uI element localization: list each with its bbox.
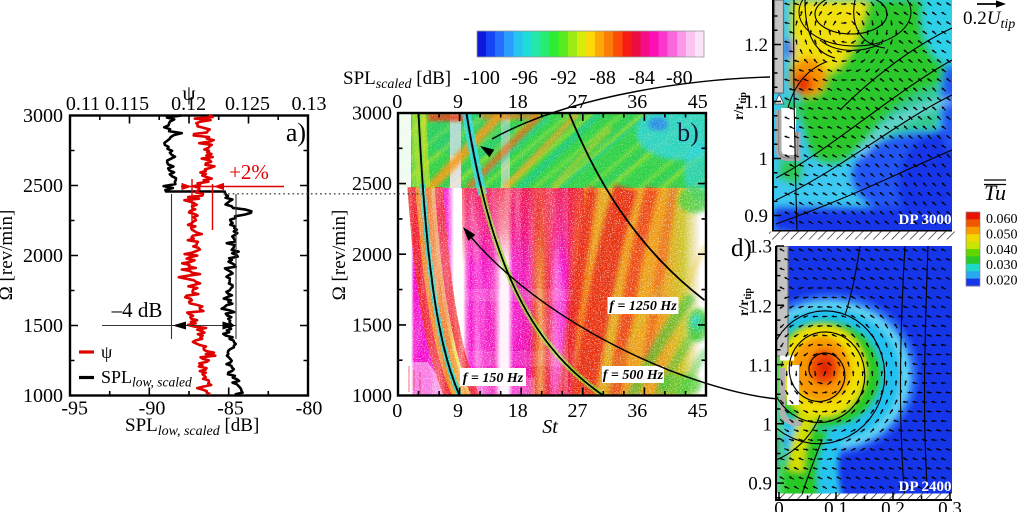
svg-text:9: 9 <box>453 91 463 113</box>
svg-text:1500: 1500 <box>23 315 63 337</box>
svg-text:1.3: 1.3 <box>748 237 772 258</box>
svg-text:f = 1250 Hz: f = 1250 Hz <box>609 299 677 314</box>
svg-text:-92: -92 <box>550 67 577 89</box>
svg-text:f = 500 Hz: f = 500 Hz <box>603 368 664 383</box>
svg-text:0.1: 0.1 <box>824 499 848 512</box>
svg-text:+2%: +2% <box>229 160 269 184</box>
svg-text:1: 1 <box>759 149 769 170</box>
svg-text:2000: 2000 <box>23 245 63 267</box>
svg-text:3000: 3000 <box>352 103 392 125</box>
svg-text:0.2Utip: 0.2Utip <box>963 8 1015 32</box>
svg-text:Ω [rev/min]: Ω [rev/min] <box>329 210 350 301</box>
svg-text:St: St <box>542 416 558 438</box>
svg-text:0: 0 <box>392 400 402 422</box>
svg-text:45: 45 <box>688 400 708 422</box>
svg-text:1.1: 1.1 <box>748 356 772 377</box>
svg-text:1000: 1000 <box>352 385 392 407</box>
svg-text:1.1: 1.1 <box>744 92 768 113</box>
svg-text:9: 9 <box>453 400 463 422</box>
svg-text:36: 36 <box>627 400 647 422</box>
svg-text:-90: -90 <box>139 398 166 420</box>
svg-text:0.9: 0.9 <box>744 206 768 227</box>
svg-text:b): b) <box>677 118 699 147</box>
svg-text:Ω [rev/min]: Ω [rev/min] <box>0 210 17 301</box>
svg-text:0.2: 0.2 <box>881 499 905 512</box>
svg-text:Tu: Tu <box>984 180 1006 205</box>
svg-text:0.9: 0.9 <box>748 474 772 495</box>
svg-text:DP 2400: DP 2400 <box>899 479 952 495</box>
svg-text:2000: 2000 <box>352 244 392 266</box>
svg-text:-80: -80 <box>296 398 323 420</box>
svg-text:0.040: 0.040 <box>986 243 1018 258</box>
svg-text:d): d) <box>731 235 752 262</box>
svg-text:27: 27 <box>568 91 588 113</box>
svg-text:0.060: 0.060 <box>986 212 1018 227</box>
svg-text:18: 18 <box>508 400 528 422</box>
svg-text:-84: -84 <box>628 67 655 89</box>
svg-text:ψ: ψ <box>182 81 195 105</box>
svg-text:0.020: 0.020 <box>986 274 1018 289</box>
svg-text:36: 36 <box>627 91 647 113</box>
svg-text:1: 1 <box>763 415 773 436</box>
svg-text:0: 0 <box>774 499 784 512</box>
svg-text:0.11: 0.11 <box>66 93 100 115</box>
svg-text:2500: 2500 <box>352 173 392 195</box>
svg-text:DP 3000: DP 3000 <box>899 212 952 228</box>
svg-text:18: 18 <box>508 91 528 113</box>
svg-text:3000: 3000 <box>23 105 63 127</box>
svg-text:–4 dB: –4 dB <box>111 298 163 322</box>
svg-text:0.030: 0.030 <box>986 258 1018 273</box>
svg-text:1.2: 1.2 <box>744 35 768 56</box>
svg-text:0.13: 0.13 <box>292 93 327 115</box>
svg-text:0.3: 0.3 <box>938 499 962 512</box>
svg-text:0: 0 <box>392 91 402 113</box>
svg-text:SPLlow, scaled [dB]: SPLlow, scaled [dB] <box>125 415 259 439</box>
svg-text:0.050: 0.050 <box>986 227 1018 242</box>
svg-text:-100: -100 <box>463 67 500 89</box>
svg-text:-85: -85 <box>217 398 244 420</box>
svg-text:f = 150 Hz: f = 150 Hz <box>463 371 524 386</box>
svg-text:27: 27 <box>568 400 588 422</box>
svg-text:1.2: 1.2 <box>748 297 772 318</box>
svg-text:-96: -96 <box>511 67 538 89</box>
svg-text:-88: -88 <box>589 67 616 89</box>
svg-text:ψ: ψ <box>101 342 113 362</box>
svg-text:0.12: 0.12 <box>171 93 206 115</box>
svg-text:SPLscaled [dB]: SPLscaled [dB] <box>343 68 451 92</box>
svg-text:45: 45 <box>688 91 708 113</box>
svg-text:0.115: 0.115 <box>105 93 149 115</box>
svg-text:2500: 2500 <box>23 175 63 197</box>
svg-text:-95: -95 <box>61 398 88 420</box>
svg-text:1500: 1500 <box>352 314 392 336</box>
svg-text:a): a) <box>286 118 306 147</box>
svg-text:0.125: 0.125 <box>225 93 270 115</box>
svg-text:1000: 1000 <box>23 385 63 407</box>
